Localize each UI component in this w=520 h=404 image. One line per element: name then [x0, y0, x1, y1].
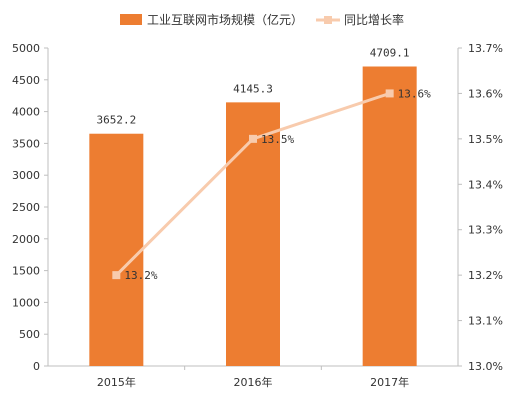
right-tick-label: 13.0%	[468, 360, 503, 373]
legend-bar-label: 工业互联网市场规模（亿元）	[147, 12, 303, 27]
bar-value-label: 3652.2	[96, 114, 136, 127]
right-tick-label: 13.3%	[468, 224, 503, 237]
right-tick-label: 13.1%	[468, 315, 503, 328]
right-tick-label: 13.7%	[468, 42, 503, 55]
data-labels: 3652.2 4145.3 4709.1 13.2% 13.5% 13.6%	[96, 47, 431, 283]
bar	[89, 133, 144, 366]
line-value-label: 13.6%	[398, 87, 431, 100]
right-tick-label: 13.2%	[468, 269, 503, 282]
line-series	[112, 89, 394, 280]
bar	[226, 102, 280, 366]
legend-bar-swatch	[120, 14, 142, 25]
right-tick-label: 13.6%	[468, 87, 503, 100]
line-point	[112, 271, 121, 280]
x-tick-label: 2017年	[370, 375, 409, 389]
line-value-label: 13.5%	[261, 133, 294, 146]
left-tick-label: 3500	[12, 137, 40, 150]
bar-value-label: 4145.3	[233, 82, 273, 95]
left-tick-label: 500	[19, 328, 40, 341]
left-tick-label: 3000	[12, 169, 40, 182]
legend: 工业互联网市场规模（亿元） 同比增长率	[120, 12, 404, 27]
left-tick-label: 0	[33, 360, 40, 373]
left-tick-label: 1500	[12, 265, 40, 278]
line-point	[385, 89, 394, 98]
left-tick-label: 2000	[12, 233, 40, 246]
legend-line-label: 同比增长率	[344, 12, 404, 27]
left-tick-label: 4000	[12, 106, 40, 119]
line-point	[249, 134, 257, 143]
left-tick-label: 2500	[12, 201, 40, 214]
bar-series	[89, 66, 417, 366]
bar	[362, 66, 417, 366]
x-tick-label: 2015年	[97, 375, 136, 389]
left-tick-label: 4500	[12, 74, 40, 87]
axes: 0 500 1000 1500 2000 2500 3000 3500 4000 4500 5000…	[12, 42, 503, 389]
line-value-label: 13.2%	[124, 269, 157, 282]
left-tick-label: 5000	[12, 42, 40, 55]
legend-line-marker	[324, 16, 332, 24]
x-tick-label: 2016年	[234, 375, 273, 389]
right-tick-label: 13.4%	[468, 178, 503, 191]
left-tick-label: 1000	[12, 296, 40, 309]
right-tick-label: 13.5%	[468, 133, 503, 146]
bar-value-label: 4709.1	[370, 47, 410, 60]
